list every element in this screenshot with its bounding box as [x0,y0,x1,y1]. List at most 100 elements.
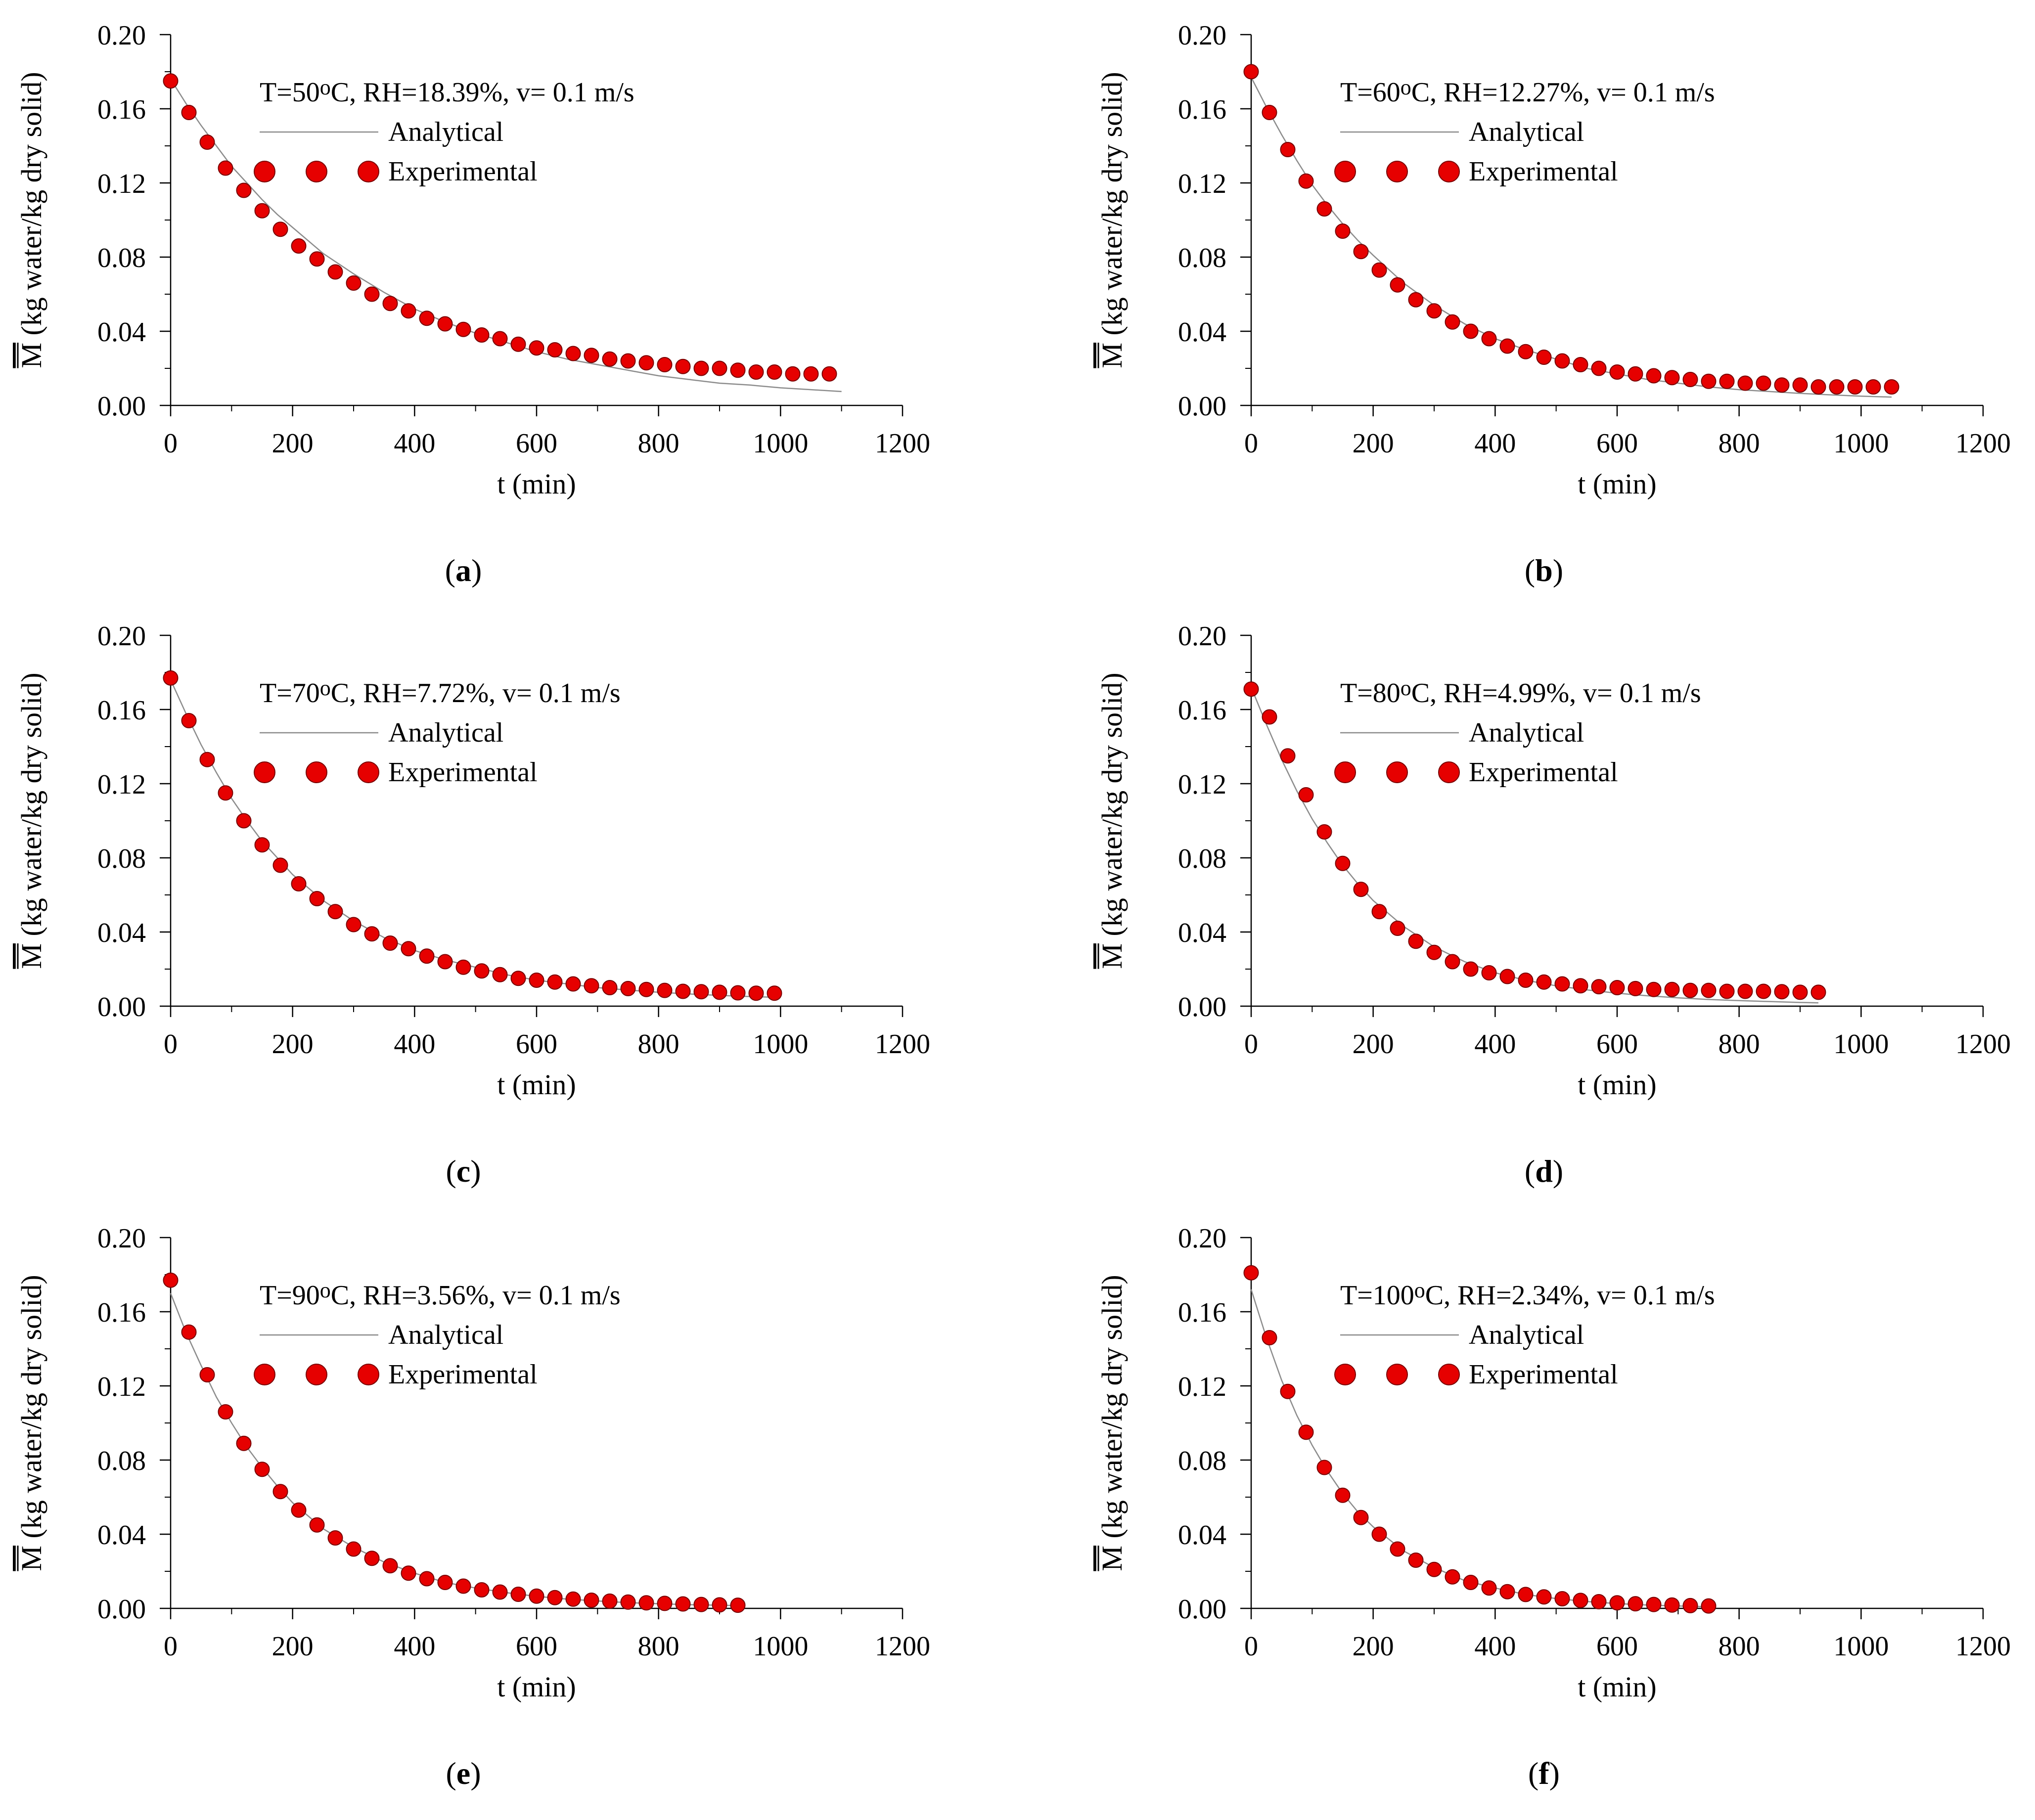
x-tick-label: 1000 [753,1631,808,1662]
legend-experimental-marker [306,761,327,783]
experimental-point [1756,983,1771,999]
experimental-point [492,331,508,347]
experimental-point [584,1593,599,1608]
legend-experimental-label: Experimental [388,156,538,187]
experimental-point [1737,983,1753,999]
experimental-point [1554,1591,1570,1606]
experimental-point [748,985,764,1001]
experimental-point [1316,824,1332,840]
experimental-point [693,984,709,1000]
x-tick-label: 200 [1353,1631,1394,1662]
experimental-point [1371,904,1387,920]
experimental-point [1682,372,1698,387]
experimental-point [291,1502,307,1518]
experimental-point [638,1595,654,1611]
experimental-point [675,983,691,999]
experimental-point [767,364,782,380]
y-axis-title-units: (kg water/kg dry solid) [1096,72,1128,343]
experimental-point [1573,1593,1588,1608]
experimental-point [401,941,416,957]
experimental-point [1408,292,1424,308]
experimental-point [547,342,563,357]
experimental-point [1756,375,1771,391]
experimental-point [1335,855,1351,871]
x-tick-label: 400 [394,1631,435,1662]
experimental-point [1865,379,1881,395]
experimental-point [1298,1424,1314,1440]
experimental-point [254,1462,270,1477]
experimental-point [1628,1596,1643,1612]
panel-label: (a) [445,553,482,588]
y-tick-label: 0.08 [97,1446,146,1476]
legend-experimental-label: Experimental [388,1359,538,1390]
analytical-curve [170,79,842,393]
experimental-point [657,982,673,998]
x-tick-label: 1200 [875,1631,930,1662]
condition-annotation: T=80oC, RH=4.99%, v= 0.1 m/s [1340,676,1701,709]
experimental-point [693,1597,709,1612]
chart-panel-f: 0.00 0.04 0.08 0.12 0.16 0.20 0 200 400 600 800 100… [1096,1223,2011,1791]
experimental-point [1554,976,1570,992]
experimental-point [455,1578,471,1594]
legend-experimental-label: Experimental [1469,1359,1618,1390]
experimental-point [1298,173,1314,189]
experimental-point [620,980,636,996]
legend-experimental-marker [254,761,275,783]
annotation-suffix: C, RH=3.56%, v= 0.1 m/s [331,1280,621,1311]
y-tick-label: 0.00 [1178,1594,1226,1625]
experimental-point [1298,787,1314,802]
y-tick-label: 0.04 [1178,1520,1226,1551]
experimental-point [565,1591,581,1607]
experimental-point [199,1367,215,1382]
experimental-point [602,1593,618,1609]
experimental-point [1499,969,1515,984]
experimental-point [602,980,618,995]
experimental-point [657,1596,673,1611]
panel-label-close: ) [1553,1154,1563,1189]
experimental-point [1884,379,1899,395]
experimental-point [327,264,343,280]
experimental-point [163,670,179,686]
y-tick-label: 0.08 [1178,1446,1226,1476]
experimental-point [1737,375,1753,391]
y-tick-label: 0.12 [1178,169,1226,199]
y-axis-title-symbol: M [15,1546,47,1571]
legend-analytical-label: Analytical [1469,717,1584,748]
legend-experimental-marker [358,761,379,783]
experimental-point [1371,262,1387,278]
experimental-point [1609,980,1625,995]
y-tick-label: 0.04 [97,317,146,348]
legend-experimental-marker [358,161,379,182]
y-tick-label: 0.08 [97,243,146,273]
x-tick-label: 0 [164,428,178,459]
experimental-point [346,1541,362,1557]
experimental-point [364,286,380,302]
panel-label-letter: f [1538,1756,1549,1791]
legend-experimental-marker [1438,761,1460,783]
x-tick-label: 800 [1718,428,1760,459]
y-tick-label: 0.12 [97,169,146,199]
experimental-point [1280,142,1296,157]
experimental-point [620,1594,636,1610]
x-tick-label: 1000 [753,1029,808,1060]
legend-experimental-label: Experimental [1469,757,1618,788]
legend-experimental-marker [254,161,275,182]
y-tick-label: 0.04 [97,1520,146,1551]
experimental-point [1810,984,1826,1000]
experimental-point [565,346,581,361]
experimental-point [730,985,746,1001]
experimental-point [1536,1589,1552,1605]
y-axis-title-symbol: M [15,343,47,368]
experimental-point [1847,379,1863,395]
annotation-prefix: T=80 [1340,678,1401,709]
y-tick-label: 0.20 [1178,1223,1226,1254]
x-tick-label: 800 [1718,1631,1760,1662]
y-tick-label: 0.12 [1178,1372,1226,1402]
panel-label: (f) [1528,1756,1560,1791]
annotation-prefix: T=60 [1340,77,1401,108]
experimental-point [1499,338,1515,354]
experimental-point [1628,980,1643,996]
experimental-point [272,857,288,873]
experimental-point [1481,965,1497,980]
legend-experimental-marker [1386,1364,1408,1385]
